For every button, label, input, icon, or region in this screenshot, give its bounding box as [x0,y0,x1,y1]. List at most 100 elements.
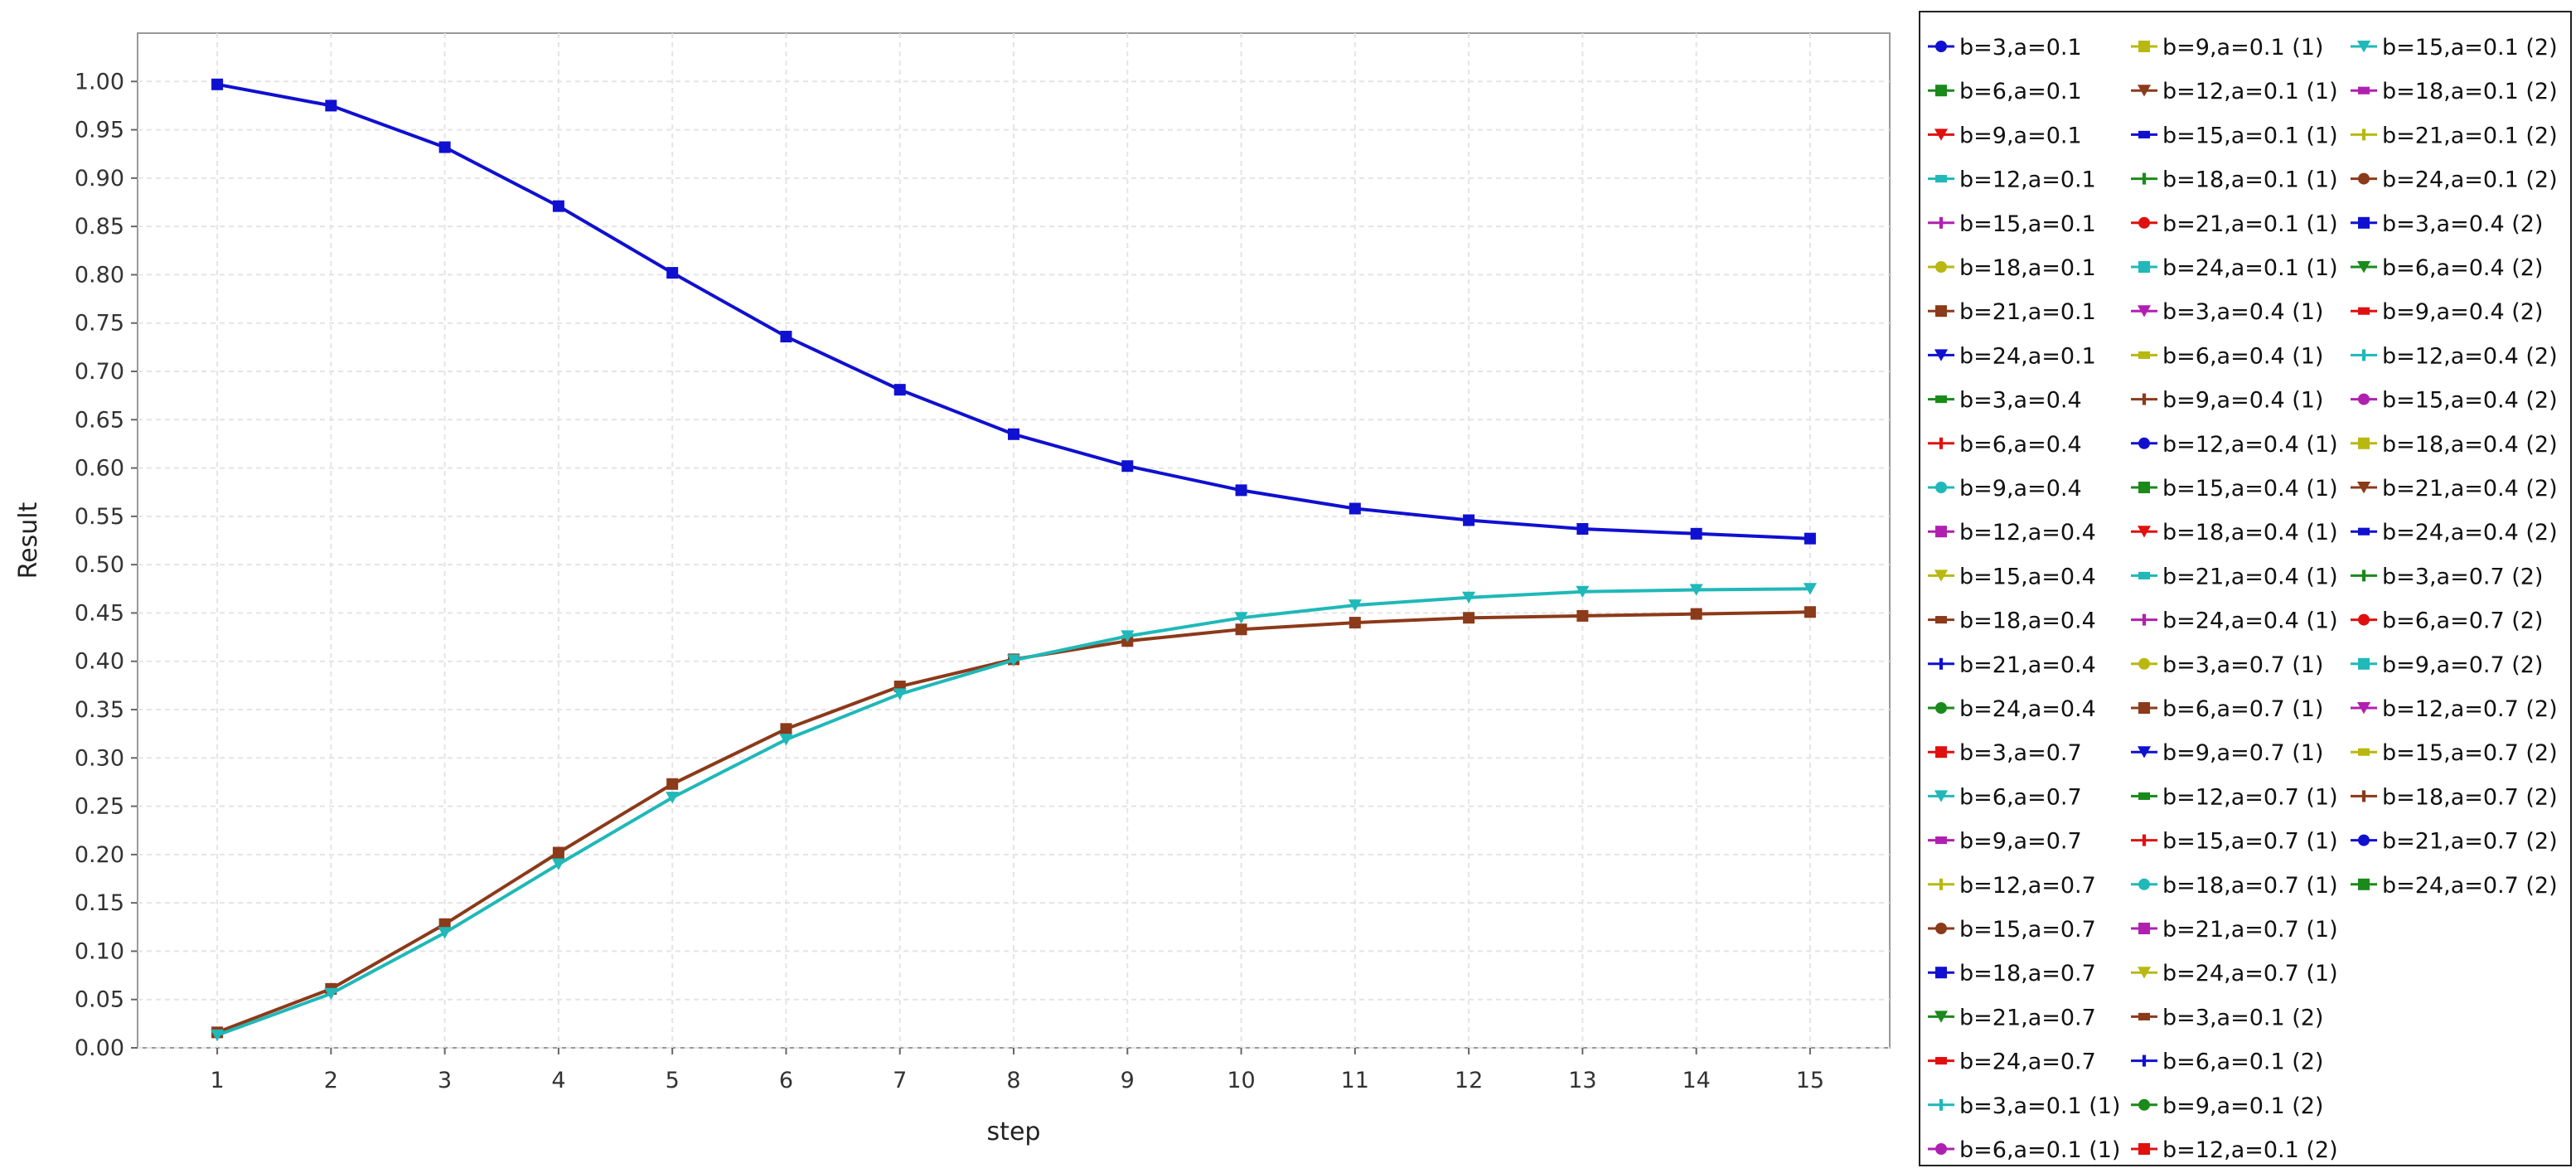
legend-marker [2358,307,2370,315]
legend-label: b=9,a=0.1 [1959,123,2082,148]
legend-marker [2358,172,2370,185]
legend-label: b=6,a=0.4 [1959,432,2082,458]
legend-label: b=9,a=0.7 (2) [2382,652,2543,678]
x-axis-ticks: 1 2 3 4 5 6 7 8 9 10 11 12 13 14 15 [210,1048,1824,1093]
legend-label: b=3,a=0.7 [1959,740,2082,766]
data-point [324,987,338,1001]
x-tick-label: 1 [210,1068,224,1093]
legend-label: b=9,a=0.4 (1) [2162,388,2323,414]
data-point [1234,612,1248,624]
data-point [666,778,679,790]
legend-label: b=15,a=0.4 (2) [2382,388,2558,414]
legend-label: b=21,a=0.1 (1) [2162,211,2338,237]
legend-marker [2358,216,2370,229]
legend-marker [1935,261,1947,273]
y-tick-label: 0.05 [75,987,124,1013]
data-point [1804,606,1816,618]
legend-marker [2138,351,2150,359]
data-point [779,734,793,746]
legend-label: b=18,a=0.7 [1959,961,2096,986]
data-point [211,1029,225,1042]
legend-label: b=24,a=0.1 (2) [2382,167,2558,193]
data-point [1576,523,1589,536]
legend-marker [2358,613,2370,626]
legend-marker [2138,657,2150,670]
x-tick-label: 12 [1455,1068,1483,1093]
legend-box [1919,11,2572,1166]
legend-label: b=21,a=0.7 (1) [2162,917,2338,943]
legend-marker [2137,85,2152,97]
data-point [666,267,679,279]
data-point [1463,612,1475,624]
legend-label: b=21,a=0.1 (2) [2382,123,2558,148]
y-tick-label: 0.45 [75,600,124,626]
legend: b=3,a=0.1 b=6,a=0.1 b=9,a=0.1 b=12,a=0.1 b=1… [1928,35,2558,1163]
data-point [1803,583,1817,595]
legend-marker [2137,305,2152,317]
legend-marker [1935,526,1947,538]
x-tick-label: 2 [324,1068,338,1093]
legend-marker [1935,1057,1947,1065]
legend-label: b=12,a=0.1 [1959,167,2096,193]
y-tick-label: 0.85 [75,214,124,240]
legend-label: b=6,a=0.7 (2) [2382,608,2543,634]
x-tick-label: 3 [438,1068,452,1093]
legend-label: b=24,a=0.4 (2) [2382,520,2558,545]
legend-label: b=15,a=0.4 [1959,564,2096,589]
legend-label: b=15,a=0.1 (1) [2162,123,2338,148]
legend-marker [2137,526,2152,538]
legend-marker [1934,128,1949,141]
x-tick-label: 10 [1227,1068,1255,1093]
legend-label: b=6,a=0.1 [1959,79,2082,104]
legend-marker [1935,41,1947,52]
series-lines [211,78,1817,1042]
data-point [438,141,451,153]
data-point [1462,591,1476,604]
legend-marker [2138,437,2150,449]
data-point [1349,502,1361,515]
legend-label: b=6,a=0.7 (1) [2162,696,2323,722]
legend-label: b=3,a=0.1 (1) [1959,1093,2120,1119]
legend-label: b=15,a=0.7 (2) [2382,740,2558,766]
legend-label: b=12,a=0.4 (1) [2162,432,2338,458]
y-tick-label: 0.10 [75,938,124,964]
legend-marker [1935,1143,1947,1155]
legend-marker [2361,349,2366,361]
legend-label: b=24,a=0.7 [1959,1049,2096,1075]
legend-label: b=12,a=0.7 [1959,873,2096,899]
data-point [1690,527,1702,540]
data-point [438,927,452,939]
legend-label: b=3,a=0.1 (2) [2162,1005,2323,1030]
x-tick-label: 5 [666,1068,680,1093]
legend-label: b=18,a=0.1 [1959,255,2096,281]
plot-area [137,32,1891,1049]
legend-marker [2138,261,2150,273]
legend-marker [1935,967,1947,979]
legend-marker [1939,657,1944,670]
legend-label: b=9,a=0.7 (1) [2162,740,2323,766]
legend-marker [2361,128,2366,141]
legend-marker [2138,923,2150,934]
legend-marker [2138,1012,2150,1020]
data-point [1689,584,1703,596]
legend-marker [1939,216,1944,229]
legend-marker [2358,393,2370,405]
legend-marker [1935,923,1947,934]
legend-marker [2358,437,2370,449]
legend-marker [2358,878,2370,890]
legend-marker [2358,834,2370,846]
legend-marker [1935,395,1947,404]
legend-marker [1935,175,1947,183]
legend-marker [2138,216,2150,229]
legend-marker [2138,878,2150,890]
legend-label: b=6,a=0.7 [1959,784,2082,810]
y-tick-label: 1.00 [75,69,124,95]
y-tick-label: 0.15 [75,890,124,916]
y-tick-label: 0.75 [75,311,124,337]
data-point [893,688,907,700]
data-point [1348,599,1362,612]
legend-label: b=15,a=0.1 (2) [2382,35,2558,61]
legend-marker [2358,86,2370,95]
legend-label: b=24,a=0.4 (1) [2162,608,2338,634]
legend-label: b=21,a=0.4 (2) [2382,476,2558,502]
